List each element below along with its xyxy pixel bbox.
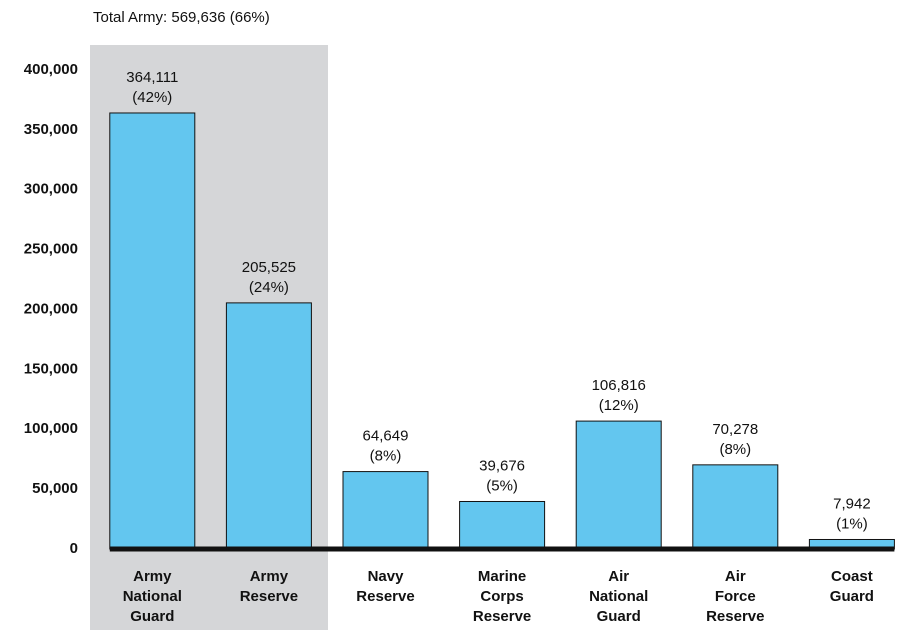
value-label: 64,649: [363, 428, 409, 445]
y-tick-label: 400,000: [24, 61, 78, 78]
share-label: (8%): [719, 441, 751, 458]
value-label: 364,111: [126, 69, 178, 86]
y-tick-label: 200,000: [24, 300, 78, 317]
y-tick-label: 300,000: [24, 181, 78, 198]
bar: [575, 420, 662, 550]
share-label: (5%): [486, 477, 518, 494]
y-tick-label: 350,000: [24, 121, 78, 138]
x-tick-label: Navy Reserve: [356, 568, 414, 605]
share-label: (1%): [836, 515, 868, 532]
bar: [692, 464, 779, 550]
x-tick-label: Army National Guard: [123, 568, 182, 625]
share-label: (12%): [599, 397, 639, 414]
y-tick-label: 150,000: [24, 360, 78, 377]
value-label: 39,676: [479, 457, 525, 474]
x-tick-label: Air National Guard: [589, 568, 648, 625]
x-tick-label: Marine Corps Reserve: [473, 568, 531, 625]
value-label: 7,942: [833, 495, 871, 512]
value-label: 70,278: [712, 421, 758, 438]
x-tick-label: Air Force Reserve: [706, 568, 764, 625]
y-tick-label: 100,000: [24, 420, 78, 437]
y-tick-label: 50,000: [32, 480, 78, 497]
bar: [109, 112, 196, 550]
annotation: Total Army: 569,636 (66%): [93, 9, 270, 26]
share-label: (24%): [249, 279, 289, 296]
bar: [225, 302, 312, 550]
value-label: 106,816: [592, 377, 646, 394]
share-label: (8%): [370, 448, 402, 465]
y-tick-label: 250,000: [24, 241, 78, 258]
share-label: (42%): [132, 89, 172, 106]
value-label: 205,525: [242, 259, 296, 276]
bar: [459, 500, 546, 550]
bar: [342, 471, 429, 550]
y-tick-label: 0: [70, 540, 78, 557]
x-tick-label: Army Reserve: [240, 568, 298, 605]
x-tick-label: Coast Guard: [830, 568, 874, 605]
